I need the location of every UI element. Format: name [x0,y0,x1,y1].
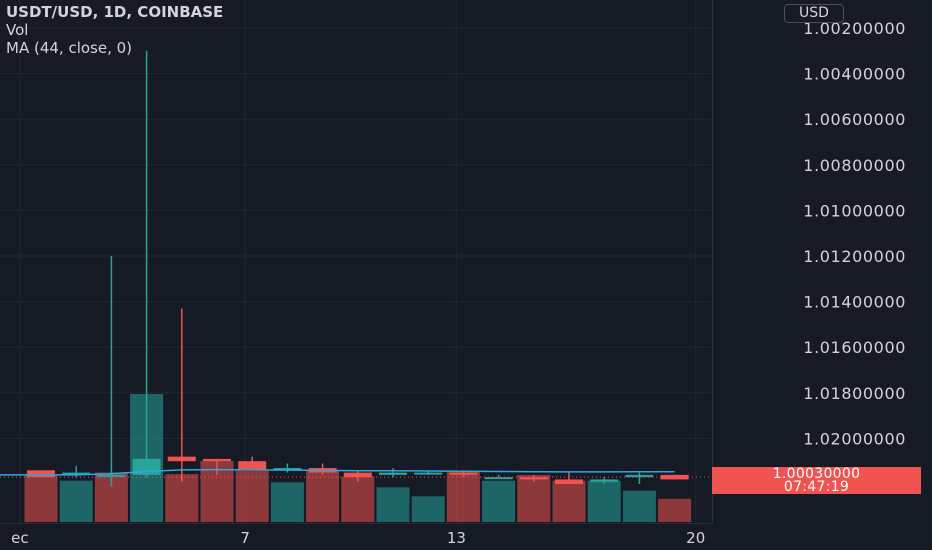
volume-bar [482,480,516,522]
time-tick-label: 13 [447,529,466,547]
candlestick-series [27,50,689,487]
volume-bar [235,470,269,522]
price-tick-label: 1.01200000 [803,247,906,266]
volume-bar [446,470,480,522]
candle-body [167,456,196,462]
volume-bar [552,480,586,522]
candle-body [203,458,231,462]
price-tick-label: 1.01400000 [803,293,906,312]
volume-bar [24,474,58,522]
candle-body [660,474,689,480]
price-tick-label: 1.00200000 [803,19,906,38]
volume-bar [622,490,656,522]
time-scale[interactable]: ec 7 13 20 [11,529,705,547]
price-tick-label: 1.01600000 [803,338,906,357]
candle-body [273,468,302,471]
volume-bar [306,470,340,522]
price-tick-label: 1.00400000 [803,65,906,84]
volume-bar [376,487,410,522]
time-tick-label: 7 [240,529,250,547]
price-scale[interactable]: 1.02000000 1.01800000 1.01600000 1.01400000… [803,19,906,448]
price-tick-label: 1.00600000 [803,110,906,129]
price-tick-label: 1.00800000 [803,156,906,175]
volume-bar [270,482,304,522]
symbol-title[interactable]: USDT/USD, 1D, COINBASE [6,3,224,21]
price-tick-label: 1.02000000 [803,429,906,448]
volume-bars [24,394,692,522]
candle-body [519,477,548,480]
volume-bar [59,480,93,522]
candle-body [625,474,654,478]
volume-legend[interactable]: Vol [6,21,29,39]
candle-body [555,479,583,484]
price-tick-label: 1.01800000 [803,384,906,403]
moving-average-line [0,468,675,476]
chart-grid [0,0,712,523]
time-tick-label: 20 [686,529,705,547]
volume-bar [517,474,551,522]
volume-bar [165,474,199,522]
candle-body [590,479,619,482]
bar-countdown: 07:47:19 [783,479,850,495]
chart-legend: USDT/USD, 1D, COINBASE Vol MA (44, close… [6,3,223,57]
candle-body [414,472,443,475]
candle-body [379,472,407,475]
ma-polyline [0,468,675,476]
candle-body [449,472,478,475]
currency-button[interactable]: USD [784,4,844,23]
volume-bar [411,496,445,522]
candle-body [343,472,372,478]
last-price-value: 1.00030000 [772,466,861,482]
volume-bar [658,498,692,522]
ma-legend[interactable]: MA (44, close, 0) [6,39,133,57]
price-tick-label: 1.01000000 [803,201,906,220]
last-price-badge: 1.00030000 07:47:19 [712,467,921,494]
candle-body [62,472,91,475]
candle-body [238,461,267,471]
time-tick-label: ec [11,529,28,547]
candle-body [97,474,126,477]
volume-bar [341,476,375,522]
candle-body [484,477,513,480]
volume-bar [587,480,621,522]
candle-body [27,470,55,478]
